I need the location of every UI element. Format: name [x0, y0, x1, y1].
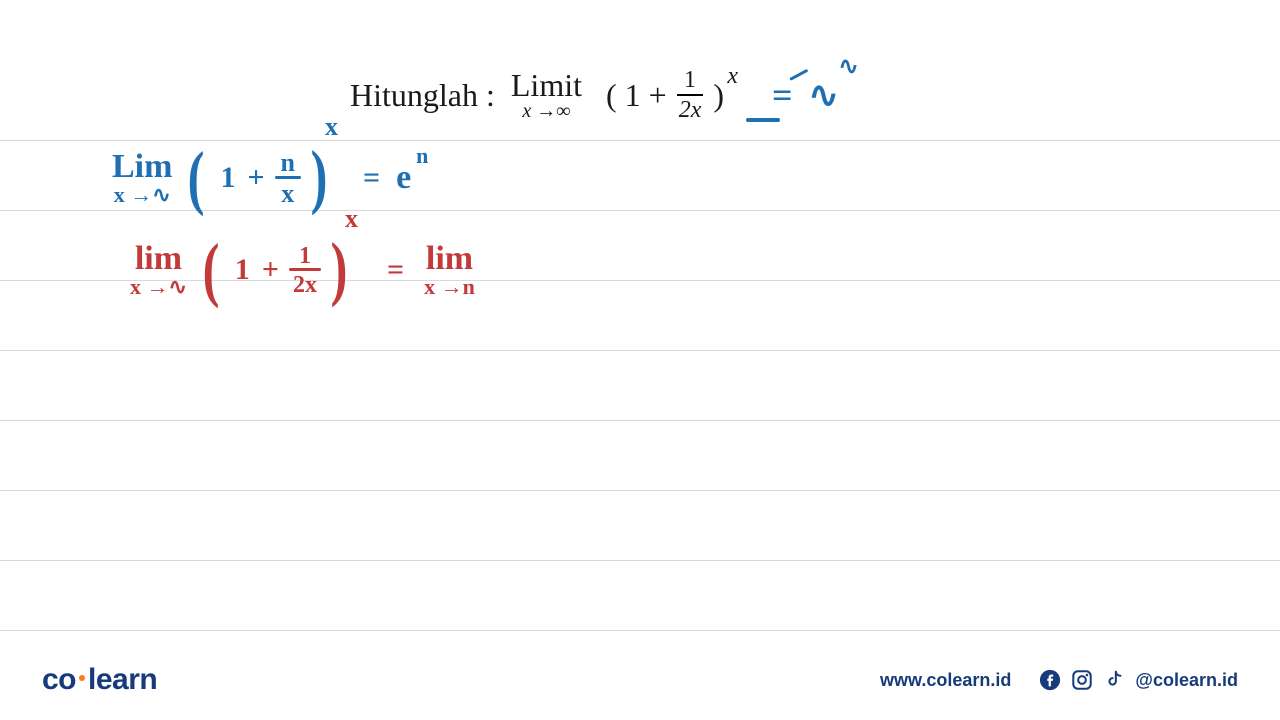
- paren-exp: x: [345, 204, 358, 234]
- hfrac-den: 2x: [293, 271, 317, 297]
- social-icons: [1039, 669, 1125, 691]
- plus: +: [262, 253, 279, 287]
- problem-statement: Hitunglah : Limit x →∞ ( 1 + 1 2x ) x = …: [350, 68, 861, 122]
- exponent-x: x: [727, 63, 738, 90]
- frac-num: 1: [682, 68, 698, 94]
- instagram-icon: [1071, 669, 1093, 691]
- hfrac-num: n: [275, 150, 301, 176]
- one: 1: [235, 253, 250, 287]
- handwriting-line-1: Lim x →∿ ( 1 + n x ) x = e n: [112, 148, 411, 208]
- social-handle: @colearn.id: [1039, 669, 1238, 691]
- lim-word: Lim: [112, 150, 172, 184]
- equals: =: [387, 253, 404, 287]
- frac-den: 2x: [677, 96, 704, 122]
- footer-handle: @colearn.id: [1135, 670, 1238, 691]
- limit-word: Limit: [511, 69, 582, 101]
- equals: =: [363, 161, 380, 195]
- close-paren: ): [713, 77, 724, 113]
- rhs-lim-block: lim x →n: [424, 242, 475, 298]
- lim-sub: x →∿: [130, 276, 187, 298]
- lparen-icon: (: [188, 149, 205, 207]
- rparen-icon: ): [331, 240, 348, 298]
- result-exp: ∿: [839, 52, 859, 81]
- rparen-with-exp: ) x: [307, 148, 331, 208]
- result-handwritten: ∿ ∿: [809, 74, 861, 116]
- whiteboard-page: Hitunglah : Limit x →∞ ( 1 + 1 2x ) x = …: [0, 0, 1280, 720]
- lim-block: lim x →∿: [130, 242, 187, 298]
- rhs-lim-sub: x →n: [424, 276, 475, 298]
- handwriting-line-2: lim x →∿ ( 1 + 1 2x ) x = lim x →n: [130, 240, 475, 300]
- lim-word: lim: [135, 242, 182, 276]
- open-expr: ( 1 +: [606, 77, 667, 114]
- hfrac-den: x: [281, 179, 294, 207]
- tiktok-icon: [1103, 669, 1125, 691]
- rparen-icon: ): [311, 148, 328, 206]
- hfrac-num: 1: [289, 244, 321, 268]
- close-paren-with-exp: ) x: [713, 77, 742, 114]
- equals-handwritten: =: [772, 74, 793, 116]
- rhs-e-to-n: e n: [396, 159, 411, 197]
- logo-dot-icon: [79, 675, 85, 681]
- footer: colearn www.colearn.id @colearn.id: [0, 640, 1280, 720]
- problem-fraction: 1 2x: [677, 68, 704, 122]
- lim-block: Lim x →∿: [112, 150, 172, 206]
- facebook-icon: [1039, 669, 1061, 691]
- rhs-lim-word: lim: [426, 242, 473, 276]
- frac-n-over-x: n x: [275, 150, 301, 207]
- lparen-icon: (: [203, 241, 220, 299]
- logo-learn: learn: [88, 663, 157, 696]
- denom-underline: [746, 118, 780, 122]
- plus: +: [247, 161, 264, 195]
- frac-1-over-2x: 1 2x: [289, 244, 321, 297]
- rhs-exp: n: [416, 143, 428, 169]
- rparen-with-exp: ) x: [327, 240, 351, 300]
- brand-logo: colearn: [42, 663, 157, 697]
- paren-exp: x: [325, 112, 338, 142]
- one: 1: [220, 161, 235, 195]
- problem-label: Hitunglah :: [350, 77, 495, 114]
- result-base: ∿: [809, 75, 839, 115]
- logo-co: co: [42, 663, 76, 696]
- limit-subscript: x →∞: [522, 101, 570, 121]
- footer-url: www.colearn.id: [880, 670, 1011, 691]
- lim-sub: x →∿: [114, 184, 171, 206]
- footer-right: www.colearn.id @colearn.id: [880, 669, 1238, 691]
- limit-operator: Limit x →∞: [511, 69, 582, 121]
- rhs-e: e: [396, 159, 411, 196]
